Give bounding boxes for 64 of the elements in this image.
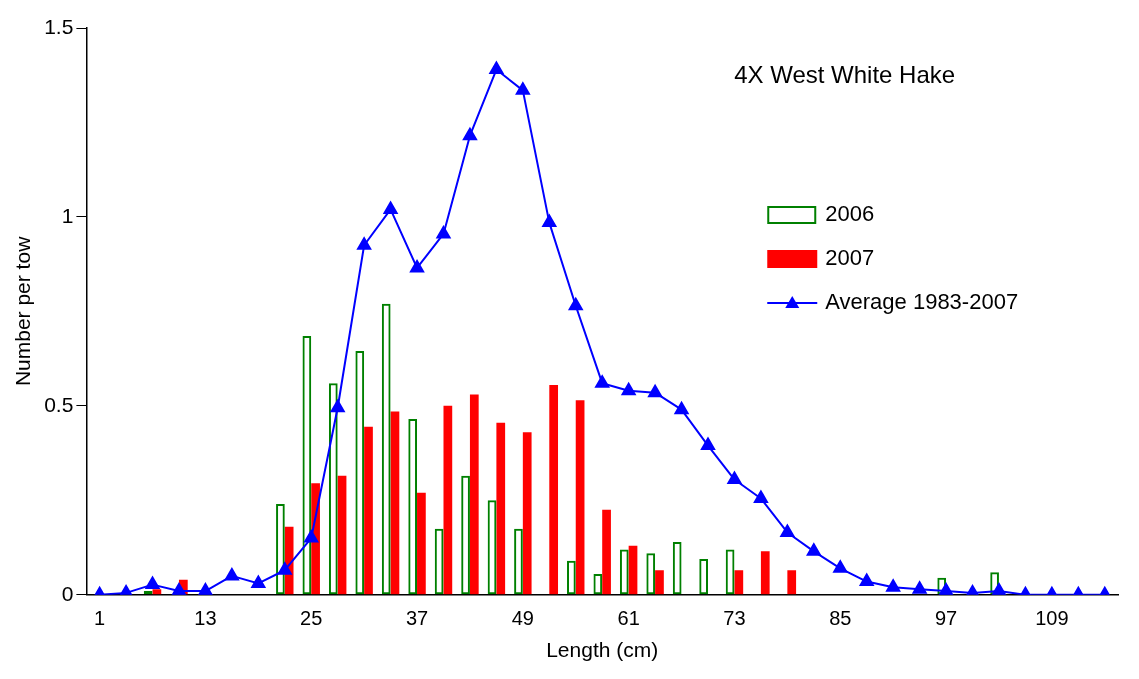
x-tick-label: 49 bbox=[511, 607, 534, 630]
bar bbox=[787, 570, 797, 595]
point bbox=[833, 560, 848, 573]
point bbox=[224, 567, 239, 581]
bar bbox=[522, 432, 532, 595]
y-tick-label: 0.5 bbox=[44, 392, 74, 416]
legend-label: 2006 bbox=[825, 201, 875, 227]
bar bbox=[549, 385, 559, 595]
bar bbox=[575, 400, 585, 595]
bar bbox=[364, 426, 373, 595]
point bbox=[462, 127, 477, 141]
y-tick-label: 1 bbox=[61, 203, 74, 227]
bar bbox=[628, 545, 638, 595]
point bbox=[859, 573, 874, 587]
bar bbox=[469, 394, 479, 595]
point bbox=[886, 579, 901, 592]
x-tick-label: 61 bbox=[617, 607, 640, 630]
x-tick-label: 13 bbox=[194, 607, 217, 630]
point bbox=[568, 297, 583, 311]
x-tick-label: 1 bbox=[94, 607, 106, 630]
bar bbox=[496, 422, 506, 595]
point bbox=[753, 490, 768, 503]
point bbox=[780, 524, 795, 537]
point bbox=[595, 375, 610, 388]
x-axis-title: Length (cm) bbox=[546, 638, 659, 662]
x-tick-label: 97 bbox=[934, 607, 958, 630]
x-tick-label: 25 bbox=[300, 607, 323, 630]
point bbox=[436, 225, 451, 239]
y-tick-label: 1.5 bbox=[44, 14, 74, 38]
point bbox=[727, 471, 742, 485]
point bbox=[277, 562, 292, 575]
bar bbox=[443, 405, 453, 595]
bar bbox=[760, 551, 770, 595]
point bbox=[621, 382, 636, 396]
point bbox=[330, 399, 345, 413]
y-tick-label: 0 bbox=[61, 581, 74, 605]
legend-label: 2007 bbox=[825, 245, 875, 271]
point bbox=[145, 576, 160, 590]
bar bbox=[390, 411, 400, 595]
y-axis-title: Number per tow bbox=[11, 235, 35, 387]
bar bbox=[417, 492, 426, 595]
point bbox=[542, 214, 557, 228]
bar bbox=[655, 570, 664, 595]
x-tick-label: 109 bbox=[1035, 607, 1069, 630]
point bbox=[700, 437, 716, 451]
point bbox=[409, 259, 425, 273]
point bbox=[912, 581, 927, 594]
bar bbox=[337, 475, 347, 595]
x-tick-label: 37 bbox=[405, 607, 429, 630]
bar bbox=[602, 509, 611, 595]
point bbox=[648, 384, 663, 398]
x-tick-label: 85 bbox=[829, 607, 852, 630]
x-tick-label: 73 bbox=[723, 607, 746, 630]
point bbox=[383, 201, 398, 214]
text: 4X West White Hake bbox=[734, 60, 956, 88]
point bbox=[304, 530, 319, 543]
point bbox=[806, 543, 821, 556]
point bbox=[251, 575, 266, 588]
point bbox=[515, 82, 530, 95]
point bbox=[489, 61, 504, 75]
point bbox=[674, 401, 689, 415]
legend-label: Average 1983-2007 bbox=[825, 289, 1019, 315]
bar bbox=[734, 570, 744, 595]
point bbox=[357, 237, 372, 250]
